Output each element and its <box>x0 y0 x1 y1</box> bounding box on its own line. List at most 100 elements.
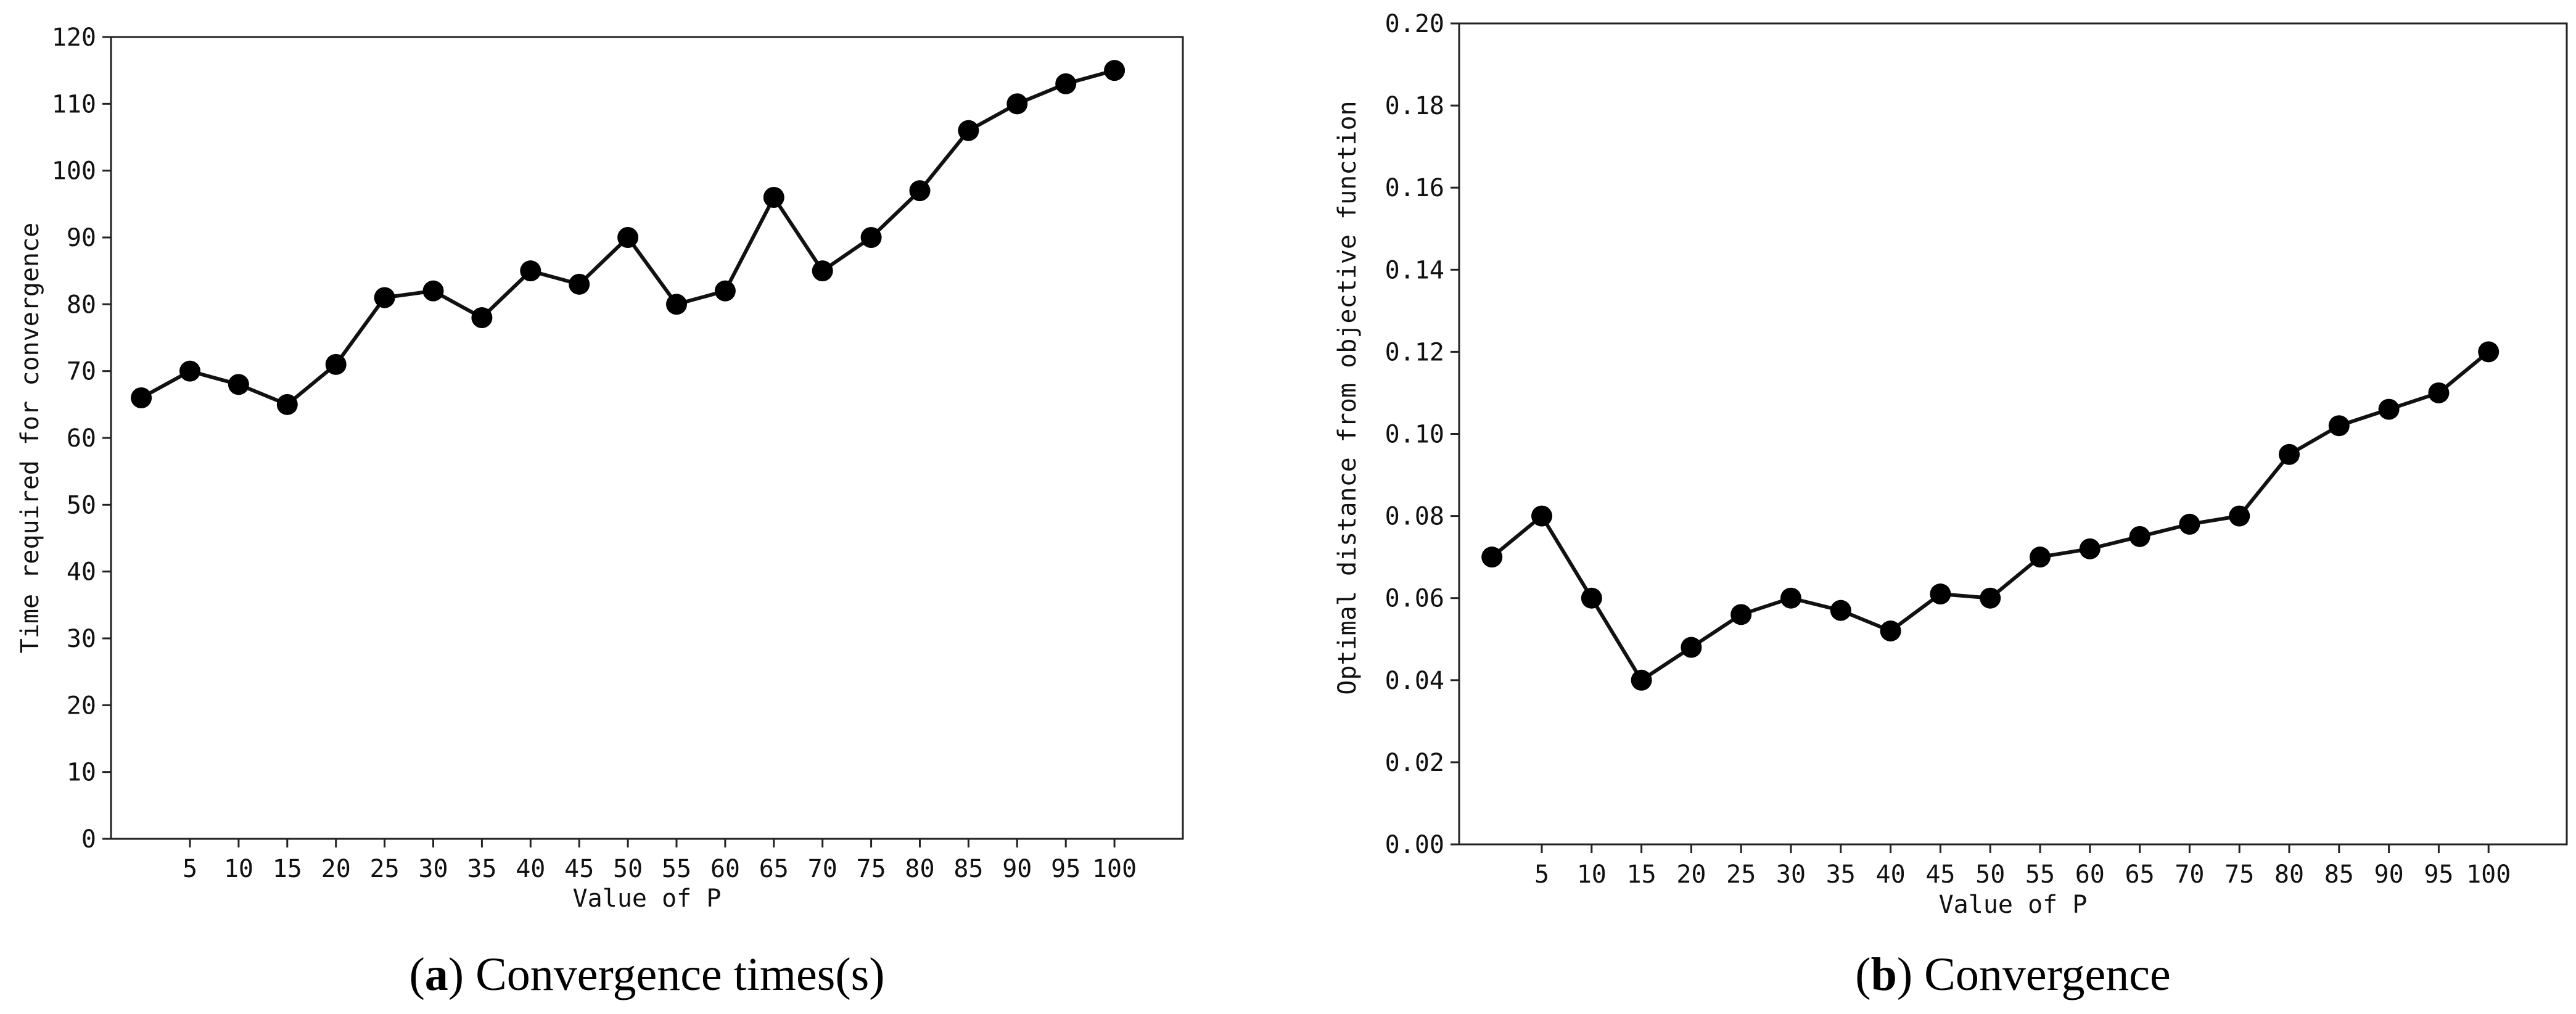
y-tick-label: 40 <box>67 558 96 587</box>
caption-text: Convergence <box>1924 949 2171 1000</box>
x-tick-label: 50 <box>613 855 643 883</box>
x-tick-label: 30 <box>1776 860 1806 889</box>
data-point <box>1006 93 1028 115</box>
x-tick-label: 35 <box>467 855 496 883</box>
y-tick-label: 0.08 <box>1385 503 1444 531</box>
x-tick-label: 95 <box>2424 860 2453 889</box>
data-point <box>179 360 200 382</box>
x-tick-label: 35 <box>1826 860 1856 889</box>
y-tick-label: 110 <box>52 90 96 118</box>
x-tick-label: 5 <box>1534 860 1549 889</box>
x-tick-label: 10 <box>224 855 253 883</box>
y-tick-label: 0 <box>81 825 96 854</box>
y-ticks: 0.00 0.02 0.04 0.06 0.08 0.10 0.12 0.14 0.16 0.18… <box>1385 10 1459 859</box>
caption-letter: b <box>1871 949 1897 1000</box>
x-tick-label: 100 <box>1092 855 1137 883</box>
x-tick-label: 60 <box>710 855 740 883</box>
data-point <box>714 280 736 302</box>
x-ticks: 5 10 15 20 25 30 35 40 45 50 55 60 65 70 75 80 85 90 95 100 <box>183 839 1137 883</box>
data-point <box>2478 341 2500 363</box>
x-tick-label: 10 <box>1577 860 1607 889</box>
y-tick-label: 0.16 <box>1385 174 1444 202</box>
data-point <box>1581 587 1602 609</box>
x-tick-label: 70 <box>808 855 837 883</box>
y-tick-label: 90 <box>67 224 96 252</box>
x-tick-label: 75 <box>857 855 886 883</box>
data-point <box>2179 513 2200 535</box>
y-tick-label: 20 <box>67 691 96 720</box>
series-line <box>1491 350 2490 683</box>
y-tick-label: 0.14 <box>1385 256 1444 284</box>
x-tick-label: 45 <box>1925 860 1955 889</box>
data-point <box>2079 538 2101 559</box>
data-point <box>1980 587 2001 609</box>
y-tick-label: 0.10 <box>1385 421 1444 449</box>
x-tick-label: 90 <box>1002 855 1032 883</box>
x-tick-label: 100 <box>2466 860 2511 889</box>
y-tick-label: 0.02 <box>1385 749 1444 777</box>
y-tick-label: 0.20 <box>1385 10 1444 38</box>
data-point <box>2328 415 2350 437</box>
y-axis-label: Time required for convergence <box>16 223 44 653</box>
x-tick-label: 55 <box>662 855 691 883</box>
data-point <box>2030 546 2051 568</box>
data-point <box>131 387 152 408</box>
x-tick-label: 80 <box>2274 860 2304 889</box>
data-point <box>666 294 687 315</box>
data-point <box>2428 382 2450 403</box>
chart-panel-a: 0 10 20 30 40 50 60 70 80 90 100 110 120 5 10 15 20 25 30… <box>16 23 1184 1000</box>
y-tick-label: 0.18 <box>1385 92 1444 120</box>
data-point <box>1631 669 1652 691</box>
x-tick-label: 70 <box>2175 860 2204 889</box>
data-point <box>1531 505 1552 527</box>
caption-text: Convergence times(s) <box>475 949 884 1000</box>
x-tick-label: 40 <box>1876 860 1906 889</box>
data-point <box>1880 620 1901 641</box>
x-tick-label: 90 <box>2374 860 2404 889</box>
x-tick-label: 65 <box>759 855 789 883</box>
data-point <box>422 280 444 302</box>
data-point <box>2279 443 2300 465</box>
x-tick-label: 85 <box>2324 860 2354 889</box>
data-point <box>1104 60 1125 81</box>
y-tick-label: 10 <box>67 759 96 787</box>
data-point <box>909 180 931 202</box>
x-tick-label: 80 <box>905 855 934 883</box>
data-point <box>617 227 639 248</box>
chart-a-svg: 0 10 20 30 40 50 60 70 80 90 100 110 120 5 10 15 20 25 30… <box>16 23 1184 1000</box>
x-tick-label: 20 <box>1676 860 1706 889</box>
caption: (b) Convergence <box>1855 949 2170 1000</box>
x-tick-label: 25 <box>370 855 400 883</box>
x-tick-label: 45 <box>564 855 594 883</box>
data-point <box>1780 587 1801 609</box>
chart-b-svg: 0.00 0.02 0.04 0.06 0.08 0.10 0.12 0.14 0.16 0.18… <box>1333 10 2568 1000</box>
y-tick-label: 100 <box>52 157 96 186</box>
x-axis-label: Value of P <box>1939 891 2088 919</box>
x-tick-label: 95 <box>1051 855 1080 883</box>
data-points <box>131 60 1125 415</box>
y-ticks: 0 10 20 30 40 50 60 70 80 90 100 110 120 <box>52 23 111 854</box>
plot-frame <box>110 36 1184 840</box>
x-axis-label: Value of P <box>573 884 722 913</box>
data-point <box>569 273 590 295</box>
data-point <box>812 260 833 282</box>
caption: (a) Convergence times(s) <box>409 949 884 1000</box>
y-tick-label: 0.00 <box>1385 831 1444 859</box>
data-point <box>2229 505 2250 527</box>
x-tick-label: 40 <box>516 855 545 883</box>
y-tick-label: 70 <box>67 358 96 386</box>
x-tick-label: 15 <box>1627 860 1656 889</box>
data-point <box>471 307 493 328</box>
x-tick-label: 5 <box>183 855 197 883</box>
x-tick-label: 50 <box>1975 860 2005 889</box>
x-ticks: 5 10 15 20 25 30 35 40 45 50 55 60 65 70 75 80 85 90 95 100 <box>1534 844 2511 889</box>
x-tick-label: 25 <box>1726 860 1756 889</box>
y-tick-label: 120 <box>52 23 96 52</box>
y-tick-label: 30 <box>67 625 96 653</box>
data-point <box>763 187 784 208</box>
data-point <box>2129 526 2150 547</box>
x-tick-label: 30 <box>418 855 448 883</box>
caption-letter: a <box>425 949 448 1000</box>
chart-panel-b: 0.00 0.02 0.04 0.06 0.08 0.10 0.12 0.14 0.16 0.18… <box>1288 0 2576 1014</box>
data-point <box>276 394 298 415</box>
